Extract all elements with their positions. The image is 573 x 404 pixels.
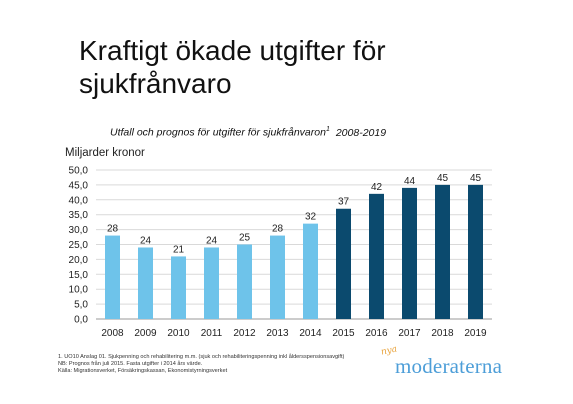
y-tick-label: 30,0: [69, 225, 89, 236]
bar-2012: [237, 244, 252, 319]
data-label: 25: [239, 233, 251, 244]
x-tick-label: 2014: [299, 328, 322, 339]
bar-2014: [303, 223, 318, 319]
data-label: 45: [437, 173, 449, 184]
bar-2016: [369, 193, 384, 319]
y-tick-label: 40,0: [69, 195, 89, 206]
x-tick-label: 2013: [266, 328, 289, 339]
moderaterna-logo: nya moderaterna: [380, 344, 529, 380]
footnotes: 1. UO10 Anslag 01. Sjukpenning och rehab…: [58, 354, 344, 375]
x-tick-label: 2012: [233, 328, 256, 339]
x-tick-label: 2015: [332, 328, 355, 339]
x-tick-label: 2010: [167, 328, 190, 339]
data-label: 45: [470, 173, 482, 184]
data-label: 44: [404, 176, 416, 187]
bar-2008: [105, 235, 120, 319]
bar-2010: [171, 256, 186, 319]
x-tick-label: 2009: [134, 328, 157, 339]
x-tick-label: 2011: [201, 328, 223, 339]
x-tick-label: 2016: [365, 328, 388, 339]
bar-2011: [204, 247, 219, 319]
y-tick-label: 10,0: [69, 285, 89, 296]
y-tick-label: 15,0: [69, 270, 89, 281]
data-label: 28: [107, 224, 119, 235]
data-label: 37: [338, 197, 350, 208]
bar-2013: [270, 235, 285, 319]
y-tick-label: 25,0: [69, 240, 89, 251]
data-label: 24: [140, 235, 152, 246]
footnote-1: 1. UO10 Anslag 01. Sjukpenning och rehab…: [58, 354, 345, 360]
x-tick-label: 2018: [431, 328, 454, 339]
footnote-3: Källa: Migrationsverket, Försäkringskass…: [58, 368, 228, 374]
bar-2019: [468, 184, 483, 319]
y-tick-label: 20,0: [69, 255, 89, 266]
slide-title: Kraftigt ökade utgifter för sjukfrånvaro: [79, 35, 386, 99]
bar-2015: [336, 208, 351, 319]
chart-subtitle-footnote-marker: 1: [325, 126, 330, 133]
y-tick-label: 0,0: [74, 315, 88, 326]
data-label: 28: [272, 224, 284, 235]
y-tick-label: 50,0: [69, 166, 89, 177]
chart-subtitle-years: 2008-2019: [335, 126, 387, 139]
y-tick-label: 45,0: [69, 180, 89, 191]
x-tick-label: 2019: [464, 328, 487, 339]
bar-2017: [402, 187, 417, 319]
chart-subtitle: Utfall och prognos för utgifter för sjuk…: [110, 126, 386, 139]
data-label: 42: [371, 182, 383, 193]
bar-2018: [435, 184, 450, 319]
x-tick-label: 2017: [398, 328, 421, 339]
x-tick-label: 2008: [101, 328, 124, 339]
logo-name: moderaterna: [395, 354, 503, 378]
bar-2009: [138, 247, 153, 319]
chart-subtitle-text: Utfall och prognos för utgifter för sjuk…: [110, 126, 326, 139]
y-tick-label: 5,0: [74, 300, 88, 311]
y-axis-label: Miljarder kronor: [65, 147, 145, 159]
data-label: 21: [173, 244, 185, 255]
data-label: 24: [206, 235, 218, 246]
footnote-2: NB: Prognos från juli 2015. Fasta utgift…: [58, 361, 203, 367]
data-label: 32: [305, 212, 317, 223]
y-tick-label: 35,0: [69, 210, 89, 221]
